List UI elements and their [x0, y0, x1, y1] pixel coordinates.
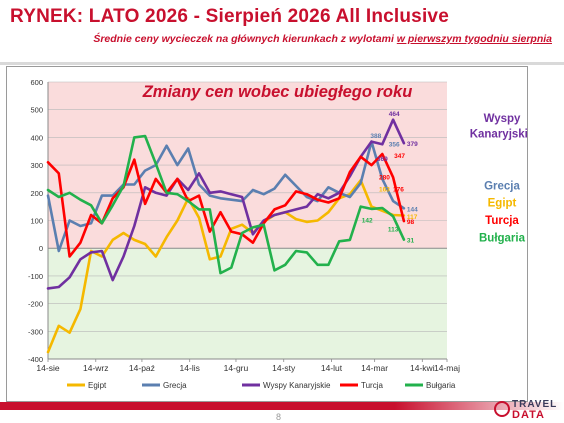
- x-tick-label: 14-mar: [361, 363, 388, 373]
- legend-label: Turcja: [361, 381, 383, 390]
- x-tick-label: 14-sty: [272, 363, 296, 373]
- series-side-label: Grecja: [484, 180, 520, 192]
- travel-data-logo: TRAVEL DATA: [494, 398, 556, 422]
- x-tick-label: 14-gru: [224, 363, 249, 373]
- subtitle-underlined: w pierwszym tygodniu sierpnia: [396, 33, 552, 45]
- y-tick-label: -300: [28, 327, 43, 336]
- data-label: 163: [379, 186, 390, 193]
- logo-text-line2: DATA: [512, 409, 545, 421]
- y-tick-label: 500: [30, 106, 43, 115]
- x-tick-label: 14-maj: [434, 363, 460, 373]
- x-tick-label: 14-lut: [321, 363, 343, 373]
- data-label: 379: [407, 141, 418, 148]
- footer-bar: [0, 402, 564, 410]
- y-tick-label: -100: [28, 272, 43, 281]
- y-tick-label: 200: [30, 189, 43, 198]
- series-line-bułgaria: [46, 134, 406, 275]
- data-label: 98: [407, 219, 415, 226]
- data-label: 280: [379, 175, 390, 182]
- data-label: 369: [377, 156, 388, 163]
- series-line-grecja: [46, 140, 406, 253]
- data-label: 144: [407, 206, 418, 213]
- x-tick-label: 14-paź: [129, 363, 155, 373]
- x-tick-label: 14-wrz: [83, 363, 109, 373]
- series-side-label: Kanaryjskie: [470, 128, 527, 140]
- globe-icon: [494, 401, 510, 417]
- legend-label: Egipt: [88, 381, 107, 390]
- data-label: 142: [362, 218, 373, 225]
- data-label: 347: [394, 153, 405, 160]
- legend-label: Bułgaria: [426, 381, 456, 390]
- x-tick-label: 14-sie: [36, 363, 59, 373]
- data-label: 117: [407, 214, 418, 221]
- data-label: 113: [388, 227, 399, 234]
- price-change-chart: -400 -300 -200 -100 0 100 200 300 400 500 600 14-si…: [28, 78, 534, 390]
- y-tick-label: 600: [30, 78, 43, 87]
- y-tick-label: 0: [39, 244, 43, 253]
- series-side-label: Bułgaria: [479, 232, 526, 244]
- data-label: 356: [389, 141, 400, 148]
- page-title: RYNEK: LATO 2026 - Sierpień 2026 All Inc…: [10, 6, 449, 27]
- y-tick-label: -200: [28, 300, 43, 309]
- legend-label: Wyspy Kanaryjskie: [263, 381, 331, 390]
- header-divider: [0, 62, 564, 65]
- legend-label: Grecja: [163, 381, 187, 390]
- data-label: 464: [389, 111, 400, 118]
- chart-frame: -400 -300 -200 -100 0 100 200 300 400 500 600 14-si…: [6, 66, 534, 402]
- data-label: 176: [393, 186, 404, 193]
- y-tick-label: 100: [30, 217, 43, 226]
- page-number: 8: [276, 412, 282, 422]
- series-line-turcja: [46, 152, 406, 258]
- y-tick-label: 300: [30, 161, 43, 170]
- series-side-label: Egipt: [488, 198, 517, 210]
- y-tick-label: 400: [30, 133, 43, 142]
- page-subtitle: Średnie ceny wycieczek na głównych kieru…: [93, 33, 552, 45]
- series-side-label: Turcja: [485, 215, 519, 227]
- series-side-label: Wyspy: [484, 113, 521, 125]
- logo-text-line1: TRAVEL: [512, 399, 558, 410]
- data-label: 31: [407, 238, 415, 245]
- x-tick-label: 14-kwi: [410, 363, 435, 373]
- x-tick-label: 14-lis: [180, 363, 200, 373]
- subtitle-text: Średnie ceny wycieczek na głównych kieru…: [93, 33, 397, 45]
- chart-title: Zmiany cen wobec ubiegłego roku: [142, 83, 413, 101]
- data-label: 388: [370, 133, 381, 140]
- y-tick-label: -400: [28, 355, 43, 364]
